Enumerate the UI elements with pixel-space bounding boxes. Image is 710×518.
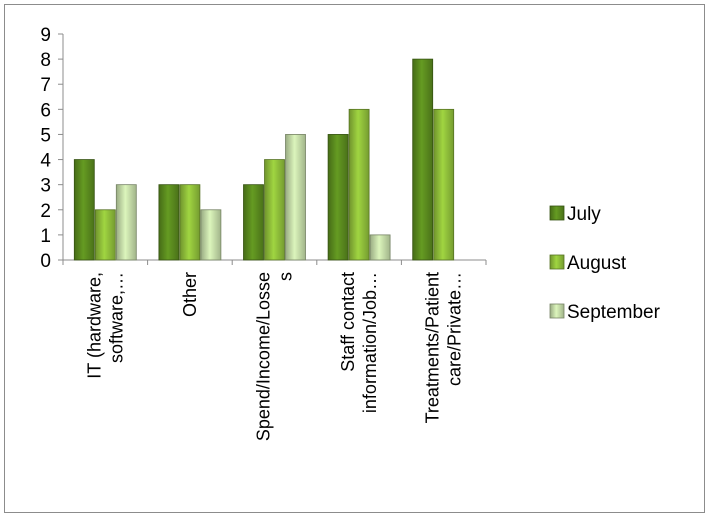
legend-swatch-september — [549, 303, 565, 319]
legend-swatch-july — [549, 205, 565, 221]
y-tick-labels: 0 1 2 3 4 5 6 7 8 9 — [40, 25, 51, 272]
x-category-label: Spend/Income/Losse — [254, 272, 274, 441]
bar-august-2 — [264, 159, 285, 261]
bar-august-4 — [433, 108, 455, 261]
bars — [73, 58, 455, 261]
bar-july-1 — [158, 184, 180, 261]
bar-august-0 — [94, 209, 116, 261]
bar-september-3 — [369, 234, 391, 261]
y-tick-label: 9 — [40, 25, 51, 46]
y-tick-label: 5 — [40, 125, 51, 146]
x-category-label: Staff contact — [338, 272, 358, 372]
legend: July August September — [549, 204, 661, 323]
x-category-label: information/Job… — [360, 272, 380, 413]
bar-july-4 — [412, 58, 434, 261]
y-tick-label: 7 — [40, 75, 51, 96]
bar-july-3 — [327, 134, 349, 261]
y-tick-label: 8 — [40, 50, 51, 71]
x-category-label: software,… — [106, 272, 126, 363]
x-category-label: s — [276, 272, 296, 281]
y-tick-label: 6 — [40, 100, 51, 121]
y-tick-label: 4 — [40, 151, 51, 172]
bar-august-1 — [179, 184, 201, 261]
bar-september-1 — [200, 209, 222, 261]
legend-label-august: August — [567, 253, 627, 274]
y-tick-label: 2 — [40, 201, 51, 222]
y-tick-label: 3 — [40, 176, 51, 197]
bar-september-2 — [285, 134, 306, 261]
y-tick-label: 0 — [40, 251, 51, 272]
bar-september-0 — [115, 184, 137, 261]
bar-july-2 — [243, 184, 264, 261]
bar-july-0 — [73, 159, 95, 261]
x-category-labels: IT (hardware, software,… Other Spend/Income… — [84, 272, 464, 441]
legend-label-september: September — [567, 302, 661, 323]
y-tick-label: 1 — [40, 226, 51, 247]
bar-august-3 — [348, 108, 370, 261]
legend-swatch-august — [549, 254, 565, 270]
x-category-label: IT (hardware, — [84, 272, 104, 379]
x-category-label: Treatments/Patient — [423, 272, 443, 423]
x-category-label: Other — [180, 272, 200, 317]
x-category-label: care/Private… — [445, 272, 465, 386]
legend-label-july: July — [567, 204, 601, 225]
